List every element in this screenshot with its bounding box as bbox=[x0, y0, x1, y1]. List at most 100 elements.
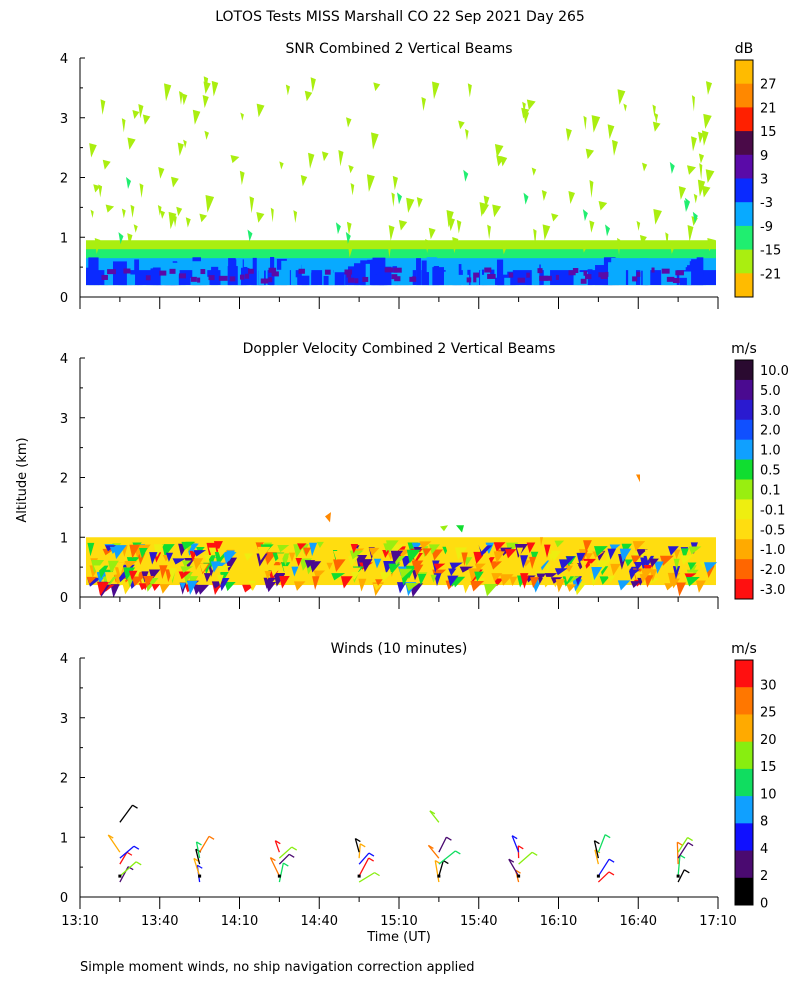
snr-cell bbox=[526, 272, 530, 278]
wind-barb bbox=[278, 846, 293, 859]
snr-cell bbox=[487, 273, 496, 279]
doppler-cell bbox=[482, 553, 495, 562]
snr-cell bbox=[190, 276, 197, 282]
wind-barb-flag bbox=[608, 858, 615, 863]
doppler-cell bbox=[107, 560, 119, 574]
wind-barb-flag bbox=[208, 835, 215, 840]
wind-barb bbox=[438, 860, 444, 877]
doppler-cell bbox=[686, 577, 700, 587]
snr-cell bbox=[279, 161, 284, 170]
snr-cell bbox=[551, 213, 559, 222]
doppler-colorbar-unit: m/s bbox=[731, 341, 757, 357]
wind-barb bbox=[434, 860, 440, 883]
snr-cell bbox=[537, 268, 543, 274]
snr-cell bbox=[642, 263, 651, 286]
snr-cell bbox=[580, 278, 587, 284]
y-tick-label: 3 bbox=[60, 412, 68, 427]
snr-cell bbox=[669, 161, 675, 174]
snr-cell bbox=[245, 273, 250, 279]
snr-cell bbox=[347, 277, 355, 283]
snr-cell bbox=[200, 269, 206, 275]
wind-barb-flag bbox=[604, 834, 611, 839]
doppler-cell bbox=[468, 568, 482, 582]
colorbar-label: 3.0 bbox=[760, 404, 781, 419]
doppler-cell bbox=[488, 557, 495, 564]
snr-cell bbox=[285, 84, 290, 96]
colorbar-swatch bbox=[735, 154, 753, 179]
snr-cell bbox=[256, 103, 265, 118]
doppler-cell bbox=[97, 582, 109, 597]
colorbar-label: -0.5 bbox=[760, 523, 785, 538]
snr-cell bbox=[421, 97, 426, 111]
doppler-cell bbox=[534, 559, 548, 571]
snr-cell bbox=[675, 270, 684, 276]
snr-cell bbox=[487, 224, 491, 240]
doppler-cell bbox=[667, 572, 681, 586]
wind-barb bbox=[438, 836, 447, 853]
doppler-cell bbox=[331, 573, 346, 581]
doppler-cell bbox=[340, 576, 353, 589]
snr-cell bbox=[133, 224, 138, 233]
y-tick-label: 4 bbox=[60, 652, 68, 667]
colorbar-swatch bbox=[735, 83, 753, 108]
snr-cell bbox=[173, 214, 177, 228]
wind-barb-flag bbox=[511, 835, 518, 840]
doppler-cell bbox=[244, 553, 254, 561]
snr-cell bbox=[705, 81, 713, 95]
doppler-cell bbox=[139, 547, 148, 559]
doppler-cell bbox=[433, 563, 446, 571]
snr-cell bbox=[500, 156, 508, 167]
doppler-cell bbox=[265, 582, 277, 593]
colorbar-swatch bbox=[735, 714, 753, 743]
wind-barb bbox=[278, 862, 284, 883]
wind-barb-flag bbox=[133, 845, 140, 850]
colorbar-label: 4 bbox=[760, 842, 768, 857]
snr-cell bbox=[344, 269, 353, 275]
snr-cell bbox=[346, 272, 352, 278]
wind-barb bbox=[358, 857, 370, 877]
wind-barb bbox=[511, 835, 520, 853]
doppler-cell bbox=[129, 544, 141, 559]
wind-barb-flag bbox=[687, 836, 693, 842]
snr-cell bbox=[179, 273, 186, 279]
snr-cell bbox=[568, 270, 576, 276]
wind-barb-flag bbox=[428, 844, 434, 849]
y-tick-label: 0 bbox=[60, 591, 68, 606]
doppler-cell bbox=[610, 563, 621, 576]
snr-cell bbox=[685, 197, 691, 210]
wind-barb bbox=[195, 841, 201, 859]
snr-cell bbox=[178, 90, 183, 105]
winds-panel: Winds (10 minutes) m/s 0 1 2 3 4 13:10 13:40 14… bbox=[60, 641, 777, 929]
snr-cell bbox=[324, 269, 331, 275]
snr-cell bbox=[260, 278, 269, 284]
doppler-cell bbox=[504, 549, 517, 559]
wind-barb-flag bbox=[508, 858, 515, 863]
snr-cell bbox=[300, 175, 308, 187]
colorbar-label: 0 bbox=[760, 896, 768, 911]
snr-cell bbox=[145, 275, 151, 281]
colorbar-label: -1.0 bbox=[760, 543, 785, 558]
doppler-cell bbox=[104, 572, 117, 585]
colorbar-label: -3 bbox=[760, 196, 773, 211]
snr-cell bbox=[160, 271, 170, 286]
y-tick-label: 1 bbox=[60, 531, 68, 546]
doppler-cell bbox=[203, 573, 212, 583]
wind-barb bbox=[429, 810, 440, 823]
colorbar-swatch bbox=[735, 202, 753, 227]
doppler-cell bbox=[673, 549, 681, 560]
doppler-cell bbox=[667, 546, 679, 556]
doppler-cell bbox=[431, 549, 443, 561]
snr-cell bbox=[366, 174, 375, 193]
wind-barbs bbox=[107, 804, 694, 883]
doppler-cell bbox=[654, 561, 664, 574]
colorbar-swatch bbox=[735, 178, 753, 203]
snr-cell bbox=[270, 207, 274, 223]
colorbar-swatch bbox=[735, 796, 753, 824]
y-tick-label: 3 bbox=[60, 712, 68, 727]
colorbar-label: 2.0 bbox=[760, 424, 781, 439]
snr-cell bbox=[585, 148, 595, 160]
doppler-cell bbox=[199, 563, 209, 573]
snr-cell bbox=[458, 274, 470, 286]
doppler-cell bbox=[178, 571, 191, 580]
colorbar: 10.0 5.0 3.0 2.0 1.0 0.5 0.1 -0.1 -0.5 -1.0 -2.0 -3… bbox=[734, 359, 789, 600]
